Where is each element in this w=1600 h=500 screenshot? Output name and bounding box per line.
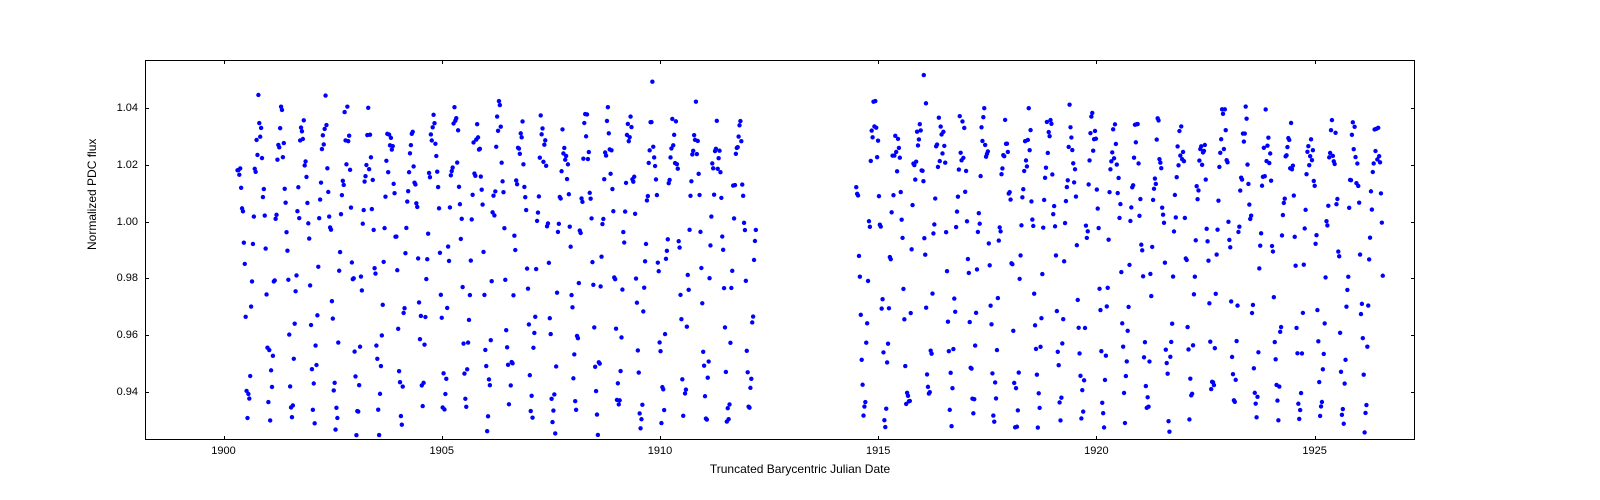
- x-tick-label: 1920: [1084, 445, 1108, 457]
- y-tick-mark: [145, 108, 149, 109]
- y-tick-label: 0.98: [117, 272, 138, 284]
- x-tick-mark: [660, 436, 661, 440]
- x-tick-mark: [878, 60, 879, 64]
- y-tick-label: 1.00: [117, 216, 138, 228]
- scatter-plot: [146, 61, 1414, 439]
- x-tick-mark: [224, 60, 225, 64]
- x-tick-label: 1905: [430, 445, 454, 457]
- y-tick-mark: [145, 278, 149, 279]
- y-tick-label: 1.02: [117, 159, 138, 171]
- y-tick-mark: [1411, 392, 1415, 393]
- x-tick-mark: [442, 60, 443, 64]
- chart-container: [145, 60, 1415, 440]
- x-tick-label: 1915: [866, 445, 890, 457]
- y-tick-mark: [1411, 278, 1415, 279]
- y-tick-label: 0.94: [117, 386, 138, 398]
- plot-area: [145, 60, 1415, 440]
- y-tick-mark: [1411, 165, 1415, 166]
- y-tick-mark: [1411, 108, 1415, 109]
- y-tick-mark: [145, 335, 149, 336]
- y-tick-mark: [1411, 222, 1415, 223]
- x-tick-mark: [878, 436, 879, 440]
- x-tick-mark: [1096, 60, 1097, 64]
- x-tick-label: 1910: [648, 445, 672, 457]
- x-axis-label: Truncated Barycentric Julian Date: [0, 462, 1600, 476]
- x-tick-mark: [1315, 436, 1316, 440]
- x-tick-mark: [442, 436, 443, 440]
- y-tick-mark: [145, 165, 149, 166]
- y-tick-mark: [1411, 335, 1415, 336]
- y-tick-mark: [145, 222, 149, 223]
- x-tick-label: 1925: [1302, 445, 1326, 457]
- y-axis-label: Normalized PDC flux: [85, 139, 99, 250]
- x-tick-mark: [1315, 60, 1316, 64]
- x-tick-mark: [1096, 436, 1097, 440]
- y-tick-mark: [145, 392, 149, 393]
- x-tick-mark: [660, 60, 661, 64]
- x-tick-label: 1900: [211, 445, 235, 457]
- x-tick-mark: [224, 436, 225, 440]
- y-tick-label: 1.04: [117, 102, 138, 114]
- y-tick-label: 0.96: [117, 329, 138, 341]
